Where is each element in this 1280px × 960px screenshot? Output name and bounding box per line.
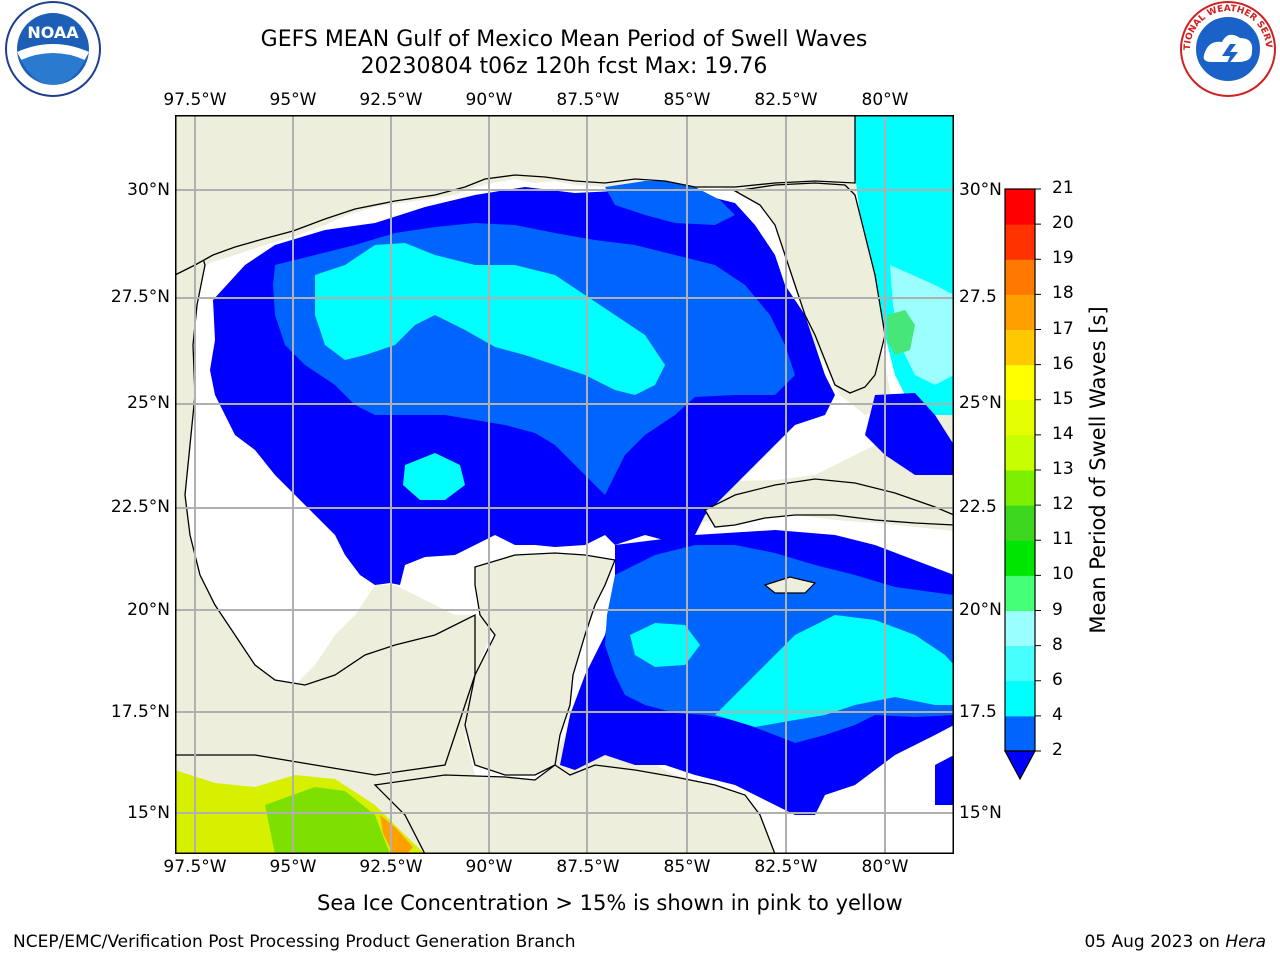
footer-credit: NCEP/EMC/Verification Post Processing Pr… (13, 932, 576, 952)
noaa-logo: NOAA (5, 1, 101, 97)
colorbar-tick-label: 16 (1052, 353, 1074, 374)
colorbar-band (1005, 294, 1035, 330)
colorbar-band (1005, 329, 1035, 366)
colorbar-tick-label: 9 (1052, 599, 1063, 620)
lat-label-right: 30°N (959, 180, 1002, 200)
footer-host: Hera (1225, 932, 1266, 952)
cuba-land (704, 478, 954, 528)
sea-ice-note: Sea Ice Concentration > 15% is shown in … (317, 891, 903, 915)
lat-label-right: 17.5 (959, 702, 997, 722)
contour-blue-north (605, 181, 735, 225)
lat-label-right: 20°N (959, 600, 1002, 620)
lon-label-top: 85°W (663, 90, 711, 110)
pacific-green-zone (265, 787, 390, 854)
colorbar-tick-label: 20 (1052, 213, 1074, 234)
lon-label-top: 90°W (465, 90, 513, 110)
colorbar-band (1005, 364, 1035, 401)
lon-label-top: 92.5°W (359, 90, 423, 110)
lon-label-bottom: 87.5°W (556, 857, 620, 877)
us-coast-land (175, 115, 856, 276)
colorbar-label: Mean Period of Swell Waves [s] (1086, 306, 1110, 634)
colorbar-band (1005, 540, 1035, 576)
contour-light-cyan-atlantic (890, 265, 954, 385)
contour-cyan-caribbean (715, 615, 954, 727)
colorbar (1003, 188, 1041, 781)
colorbar-tick-label: 13 (1052, 459, 1074, 479)
lon-label-bottom: 85°W (663, 857, 711, 877)
colorbar-tick-label: 14 (1052, 423, 1074, 444)
contour-cyan-southwest (630, 623, 700, 667)
colorbar-band (1005, 715, 1035, 752)
lon-label-bottom: 82.5°W (754, 857, 818, 877)
lat-label-left: 22.5°N (110, 497, 170, 517)
lat-label-left: 30°N (127, 180, 170, 200)
lat-label-left: 15°N (127, 803, 170, 823)
contour-cyan-central (403, 453, 465, 500)
footer-date-text: 05 Aug 2023 on (1084, 932, 1226, 952)
colorbar-band (1005, 575, 1035, 611)
colorbar-band (1005, 645, 1035, 682)
pacific-orange-edge (380, 815, 413, 854)
lon-label-bottom: 90°W (465, 857, 513, 877)
contour-bahamas (865, 393, 954, 475)
chart-title: GEFS MEAN Gulf of Mexico Mean Period of … (260, 27, 868, 52)
colorbar-band (1005, 470, 1035, 506)
colorbar-band (1005, 399, 1035, 436)
lon-label-bottom: 92.5°W (359, 857, 423, 877)
colorbar-tick-label: 19 (1052, 248, 1074, 269)
lat-label-left: 27.5°N (110, 287, 170, 307)
map-gridlines (175, 115, 954, 854)
map-frame (175, 115, 954, 854)
footer-date: 05 Aug 2023 on Hera (1084, 932, 1266, 952)
colorbar-band (1005, 505, 1035, 541)
chart-subtitle: 20230804 t06z 120h fcst Max: 19.76 (360, 54, 768, 79)
lat-label-right: 27.5 (959, 287, 997, 307)
contour-green-atlantic (887, 310, 915, 355)
lat-label-left: 25°N (127, 393, 170, 413)
lon-label-top: 82.5°W (754, 90, 818, 110)
lon-label-bottom: 80°W (861, 857, 909, 877)
lon-label-top: 87.5°W (556, 90, 620, 110)
colorbar-band (1005, 189, 1035, 225)
colorbar-tick-label: 10 (1052, 564, 1074, 585)
nws-logo: NATIONAL WEATHER SERVICE (1178, 0, 1276, 97)
colorbar-band (1005, 610, 1035, 647)
colorbar-tick-label: 15 (1052, 388, 1074, 409)
lon-label-bottom: 95°W (269, 857, 317, 877)
colorbar-tick-label: 4 (1052, 704, 1063, 725)
colorbar-tick-label: 12 (1052, 494, 1074, 515)
map-plot (175, 115, 954, 854)
colorbar-band (1005, 259, 1035, 295)
colorbar-band (1005, 680, 1035, 717)
lon-label-bottom: 97.5°W (163, 857, 227, 877)
lon-label-top: 80°W (861, 90, 909, 110)
lon-label-top: 97.5°W (163, 90, 227, 110)
lon-label-top: 95°W (269, 90, 317, 110)
colorbar-tick-label: 6 (1052, 669, 1063, 690)
colorbar-band (1005, 434, 1035, 471)
colorbar-tick-label: 21 (1052, 178, 1074, 198)
central-america-land (373, 764, 776, 854)
noaa-logo-text: NOAA (27, 23, 79, 42)
colorbar-tick-label: 8 (1052, 634, 1063, 655)
colorbar-tick-label: 11 (1052, 529, 1074, 550)
colorbar-tick-label: 17 (1052, 318, 1074, 339)
contour-east-caribbean (935, 755, 954, 805)
colorbar-tick-label: 18 (1052, 283, 1074, 304)
colorbar-extend-triangle (1003, 750, 1037, 781)
lat-label-right: 25°N (959, 393, 1002, 413)
lat-label-left: 17.5°N (110, 702, 170, 722)
lat-label-left: 20°N (127, 600, 170, 620)
colorbar-band (1005, 224, 1035, 260)
lat-label-right: 15°N (959, 803, 1002, 823)
colorbar-tick-label: 2 (1052, 740, 1063, 760)
lat-label-right: 22.5 (959, 497, 997, 517)
